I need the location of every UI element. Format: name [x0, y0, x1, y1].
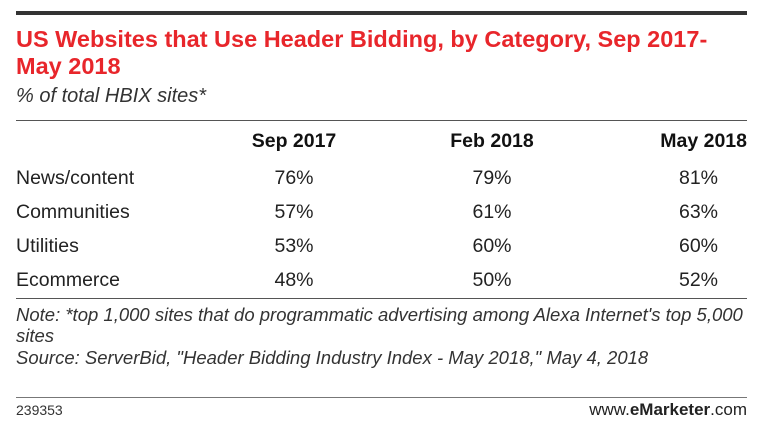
table-row: News/content 76% 79% 81%: [16, 161, 747, 195]
value-cell: 50%: [472, 268, 512, 291]
row-label: Ecommerce: [16, 268, 121, 291]
value-cell: 52%: [678, 268, 718, 291]
value-cell: 76%: [274, 166, 314, 189]
chart-note: Note: *top 1,000 sites that do programma…: [16, 304, 743, 346]
top-rule: [16, 11, 747, 15]
value-cell: 48%: [274, 268, 314, 291]
table-body: News/content 76% 79% 81% Communities 57% 61% 63…: [16, 161, 747, 297]
brand-prefix: www.: [589, 400, 630, 419]
table-row: Utilities 53% 60% 60%: [16, 229, 747, 263]
value-cell: 60%: [472, 234, 512, 257]
value-cell: 63%: [678, 200, 718, 223]
data-table: Sep 2017 Feb 2018 May 2018 News/content 7…: [16, 121, 747, 297]
table-row: Ecommerce 48% 50% 52%: [16, 263, 747, 297]
value-cell: 57%: [274, 200, 314, 223]
corner-cell: [16, 121, 206, 161]
table-row: Communities 57% 61% 63%: [16, 195, 747, 229]
row-label: Communities: [16, 200, 130, 223]
value-cell: 79%: [472, 166, 512, 189]
header-row: Sep 2017 Feb 2018 May 2018: [16, 121, 747, 161]
row-label: News/content: [16, 166, 135, 189]
chart-title: US Websites that Use Header Bidding, by …: [16, 26, 708, 79]
footer-rule: [16, 397, 747, 398]
value-cell: 53%: [274, 234, 314, 257]
column-header: Feb 2018: [450, 129, 534, 152]
chart-source: Source: ServerBid, "Header Bidding Indus…: [16, 347, 649, 368]
chart-id: 239353: [16, 402, 63, 418]
value-cell: 81%: [678, 166, 718, 189]
column-header: May 2018: [660, 129, 747, 152]
row-label: Utilities: [16, 234, 79, 257]
header-rule: [16, 120, 747, 121]
column-header: Sep 2017: [251, 129, 337, 152]
value-cell: 61%: [472, 200, 512, 223]
brand-suffix: .com: [710, 400, 747, 419]
bottom-rule: [16, 298, 747, 299]
brand-name: eMarketer: [629, 400, 711, 419]
brand-logo: www.eMarketer.com: [589, 400, 747, 420]
value-cell: 60%: [678, 234, 718, 257]
chart-subtitle: % of total HBIX sites*: [16, 85, 207, 107]
